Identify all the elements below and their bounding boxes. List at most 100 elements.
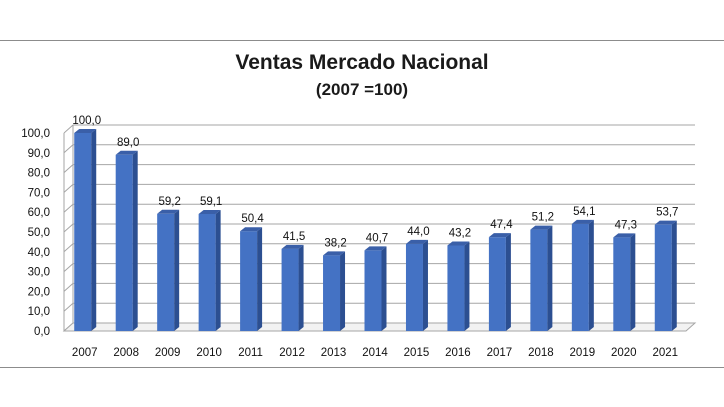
grid-line-side bbox=[63, 124, 74, 134]
data-label: 100,0 bbox=[72, 115, 101, 127]
data-label: 41,5 bbox=[283, 231, 305, 243]
bar-side bbox=[671, 220, 677, 331]
bar-front bbox=[571, 223, 589, 331]
x-tick-label: 2013 bbox=[321, 347, 347, 359]
data-label: 43,2 bbox=[449, 227, 471, 239]
bar-side bbox=[381, 246, 387, 331]
bar-side bbox=[630, 233, 636, 331]
bar bbox=[488, 233, 511, 331]
grid-line-side bbox=[63, 283, 74, 292]
bar-top bbox=[74, 129, 97, 133]
data-label: 51,2 bbox=[532, 212, 554, 224]
bar bbox=[240, 227, 263, 331]
x-axis: 2007 2008 2009 2010 2011 2012 2013 2014 2015 2016… bbox=[72, 347, 678, 359]
y-tick-label: 100,0 bbox=[21, 128, 50, 140]
data-label: 53,7 bbox=[656, 207, 678, 219]
bar-front bbox=[447, 245, 465, 331]
top-rule bbox=[0, 40, 724, 41]
bar-front bbox=[613, 237, 631, 331]
bar-side bbox=[215, 209, 221, 331]
bar-side bbox=[547, 225, 553, 331]
x-tick-label: 2014 bbox=[362, 347, 388, 359]
x-tick-label: 2018 bbox=[528, 347, 554, 359]
x-tick-label: 2011 bbox=[238, 347, 263, 359]
grid-line-side bbox=[63, 164, 74, 173]
y-tick-label: 60,0 bbox=[28, 207, 50, 219]
x-tick-label: 2016 bbox=[445, 347, 471, 359]
bar-front bbox=[405, 243, 423, 331]
bar-top bbox=[157, 209, 180, 214]
bar-front bbox=[364, 250, 382, 331]
x-tick-label: 2010 bbox=[196, 347, 222, 359]
bar bbox=[364, 246, 387, 331]
bar-top bbox=[613, 233, 636, 238]
data-label: 44,0 bbox=[407, 226, 429, 238]
bar-top bbox=[323, 251, 346, 256]
bar-front bbox=[654, 224, 672, 331]
x-tick-label: 2021 bbox=[652, 347, 678, 359]
bar-front bbox=[281, 248, 299, 331]
grid-line-side bbox=[63, 243, 74, 253]
data-label: 89,0 bbox=[117, 137, 139, 149]
bottom-rule bbox=[0, 367, 724, 368]
data-label: 59,2 bbox=[158, 196, 180, 208]
bar-front bbox=[530, 229, 548, 331]
bar-top bbox=[405, 239, 428, 244]
bar bbox=[613, 233, 636, 331]
bar-top bbox=[447, 241, 470, 246]
bar-front bbox=[488, 237, 506, 331]
grid-line-side bbox=[63, 203, 74, 213]
bar-side bbox=[340, 251, 346, 331]
bar-front bbox=[323, 255, 341, 331]
bar-front bbox=[240, 231, 258, 331]
bar-top bbox=[115, 150, 138, 155]
bar-front bbox=[74, 133, 92, 331]
bar-side bbox=[464, 241, 470, 331]
data-labels: 100,0 89,0 59,2 59,1 50,4 41,5 38,2 40,7 44,0 43,… bbox=[72, 115, 678, 249]
bar-side bbox=[298, 244, 304, 331]
y-tick-label: 50,0 bbox=[28, 227, 50, 239]
x-tick-label: 2008 bbox=[113, 347, 139, 359]
x-tick-label: 2019 bbox=[570, 347, 596, 359]
bar-top bbox=[654, 220, 677, 225]
data-label: 59,1 bbox=[200, 196, 222, 208]
grid-line-side bbox=[63, 144, 74, 154]
bar-side bbox=[174, 209, 180, 331]
data-label: 47,4 bbox=[490, 219, 513, 231]
x-tick-label: 2007 bbox=[72, 347, 98, 359]
y-tick-label: 90,0 bbox=[28, 148, 50, 160]
x-tick-label: 2009 bbox=[155, 347, 181, 359]
grid-line-side bbox=[63, 223, 74, 233]
bar bbox=[157, 209, 180, 331]
bar-top bbox=[488, 233, 511, 238]
y-tick-label: 0,0 bbox=[34, 326, 50, 338]
bar bbox=[530, 225, 553, 331]
bar-top bbox=[198, 209, 221, 214]
x-tick-label: 2020 bbox=[611, 347, 637, 359]
bar bbox=[74, 129, 97, 331]
y-tick-label: 80,0 bbox=[28, 168, 50, 180]
data-label: 40,7 bbox=[366, 232, 388, 244]
chart-subtitle: (2007 =100) bbox=[315, 80, 409, 99]
bar-side bbox=[132, 150, 138, 331]
bar-side bbox=[257, 227, 263, 331]
x-tick-label: 2012 bbox=[279, 347, 305, 359]
grid-line-side bbox=[63, 302, 74, 312]
x-tick-label: 2015 bbox=[404, 347, 430, 359]
bar-top bbox=[240, 227, 263, 232]
y-tick-label: 30,0 bbox=[28, 267, 50, 279]
y-tick-label: 20,0 bbox=[28, 286, 50, 298]
bar-top bbox=[364, 246, 387, 251]
y-tick-label: 40,0 bbox=[28, 247, 50, 259]
bar-top bbox=[530, 225, 553, 230]
x-tick-label: 2017 bbox=[487, 347, 513, 359]
bar-front bbox=[157, 213, 175, 331]
bar-side bbox=[505, 233, 511, 331]
bar bbox=[281, 244, 304, 331]
bar-top bbox=[281, 244, 304, 249]
bar bbox=[115, 150, 138, 331]
y-tick-label: 70,0 bbox=[28, 187, 50, 199]
bar-side bbox=[91, 129, 97, 331]
bar-front bbox=[198, 213, 216, 331]
